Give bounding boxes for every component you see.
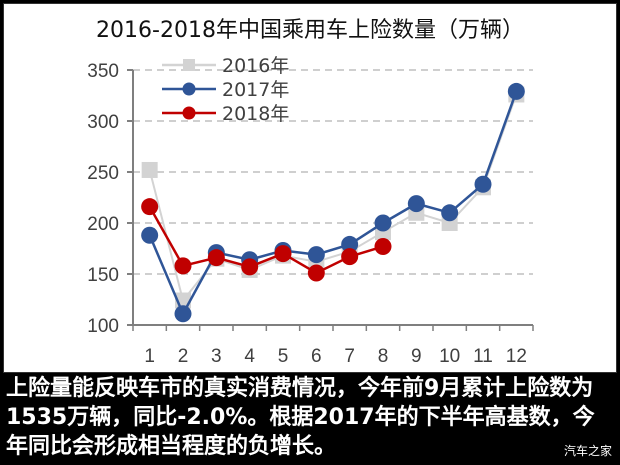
x-tick-label: 8 — [378, 346, 389, 367]
data-point — [241, 258, 259, 276]
data-point — [441, 204, 459, 222]
data-point — [174, 257, 192, 275]
caption-text: 上险量能反映车市的真实消费情况，今年前9月累计上险数为1535万辆，同比-2.0… — [6, 376, 595, 459]
legend-item: 2016年 — [162, 55, 289, 77]
legend-label: 2018年 — [222, 103, 289, 125]
data-point — [507, 82, 525, 100]
y-tick-label: 250 — [87, 163, 119, 184]
x-tick-label: 10 — [439, 346, 460, 367]
data-point — [174, 305, 192, 323]
data-point — [141, 198, 159, 216]
data-point — [474, 175, 492, 193]
y-tick-label: 150 — [87, 265, 119, 286]
x-tick-label: 7 — [344, 346, 355, 367]
data-point — [374, 237, 392, 255]
data-point — [141, 161, 158, 178]
legend-label: 2016年 — [222, 55, 289, 77]
data-point — [141, 226, 159, 244]
data-point — [207, 249, 225, 267]
x-tick-label: 6 — [311, 346, 322, 367]
legend-item: 2018年 — [162, 103, 289, 125]
chart-title: 2016-2018年中国乘用车上险数量（万辆） — [96, 18, 524, 43]
data-point — [341, 248, 359, 266]
series-line-2016年 — [148, 94, 518, 303]
data-point — [307, 246, 325, 264]
data-point — [374, 214, 392, 232]
y-tick-label: 200 — [87, 214, 119, 235]
x-tick-label: 9 — [411, 346, 422, 367]
y-tick-label: 300 — [87, 112, 119, 133]
x-tick-label: 4 — [244, 346, 255, 367]
data-point — [307, 264, 325, 282]
x-tick-label: 5 — [278, 346, 289, 367]
x-tick-label: 2 — [178, 346, 189, 367]
chart-panel — [3, 3, 617, 373]
x-tick-label: 1 — [144, 346, 155, 367]
legend-label: 2017年 — [222, 79, 289, 101]
legend-item: 2017年 — [162, 79, 289, 101]
data-point — [407, 195, 425, 213]
y-tick-label: 100 — [87, 316, 119, 337]
watermark: 汽车之家 — [563, 444, 612, 458]
series-line-2017年 — [148, 90, 518, 317]
x-tick-label: 12 — [506, 346, 527, 367]
data-point — [341, 235, 359, 253]
x-tick-label: 11 — [473, 346, 493, 367]
data-point — [274, 245, 292, 263]
x-tick-label: 3 — [211, 346, 222, 367]
y-tick-label: 350 — [87, 61, 119, 82]
